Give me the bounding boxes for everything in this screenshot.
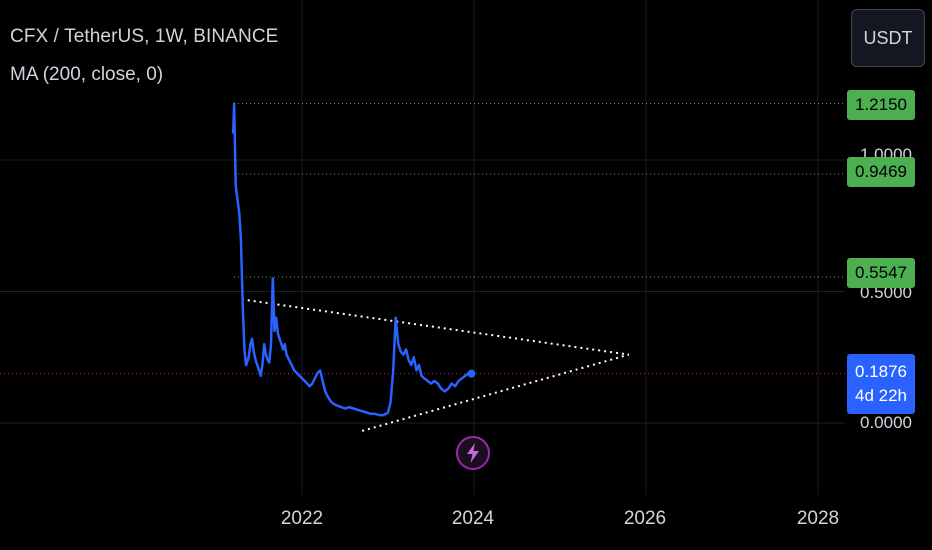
time-axis-label: 2028 (796, 508, 840, 529)
trendline (241, 298, 629, 356)
current-price-tag[interactable]: 0.1876 4d 22h (847, 354, 915, 414)
price-level-tag[interactable]: 0.5547 (847, 258, 915, 288)
price-series (231, 102, 476, 417)
last-price-dot (467, 369, 476, 378)
currency-button[interactable]: USDT (851, 9, 925, 67)
bar-countdown: 4d 22h (855, 386, 907, 405)
trendlines (241, 298, 630, 432)
current-price: 0.1876 (855, 362, 907, 381)
chart-grid (0, 0, 845, 495)
time-axis-label: 2026 (623, 508, 667, 529)
scale-label-partial: 0.0000 (860, 413, 912, 432)
symbol-title[interactable]: CFX / TetherUS, 1W, BINANCE (10, 26, 279, 47)
trendline (361, 353, 630, 432)
price-level-tag[interactable]: 1.2150 (847, 90, 915, 120)
price-levels (0, 102, 845, 375)
price-line (231, 102, 472, 417)
lightning-icon[interactable] (456, 436, 490, 470)
time-axis-label: 2024 (451, 508, 495, 529)
ma-indicator-legend[interactable]: MA (200, close, 0) (10, 64, 164, 85)
price-level-tag[interactable]: 0.9469 (847, 157, 915, 187)
time-axis-label: 2022 (280, 508, 324, 529)
